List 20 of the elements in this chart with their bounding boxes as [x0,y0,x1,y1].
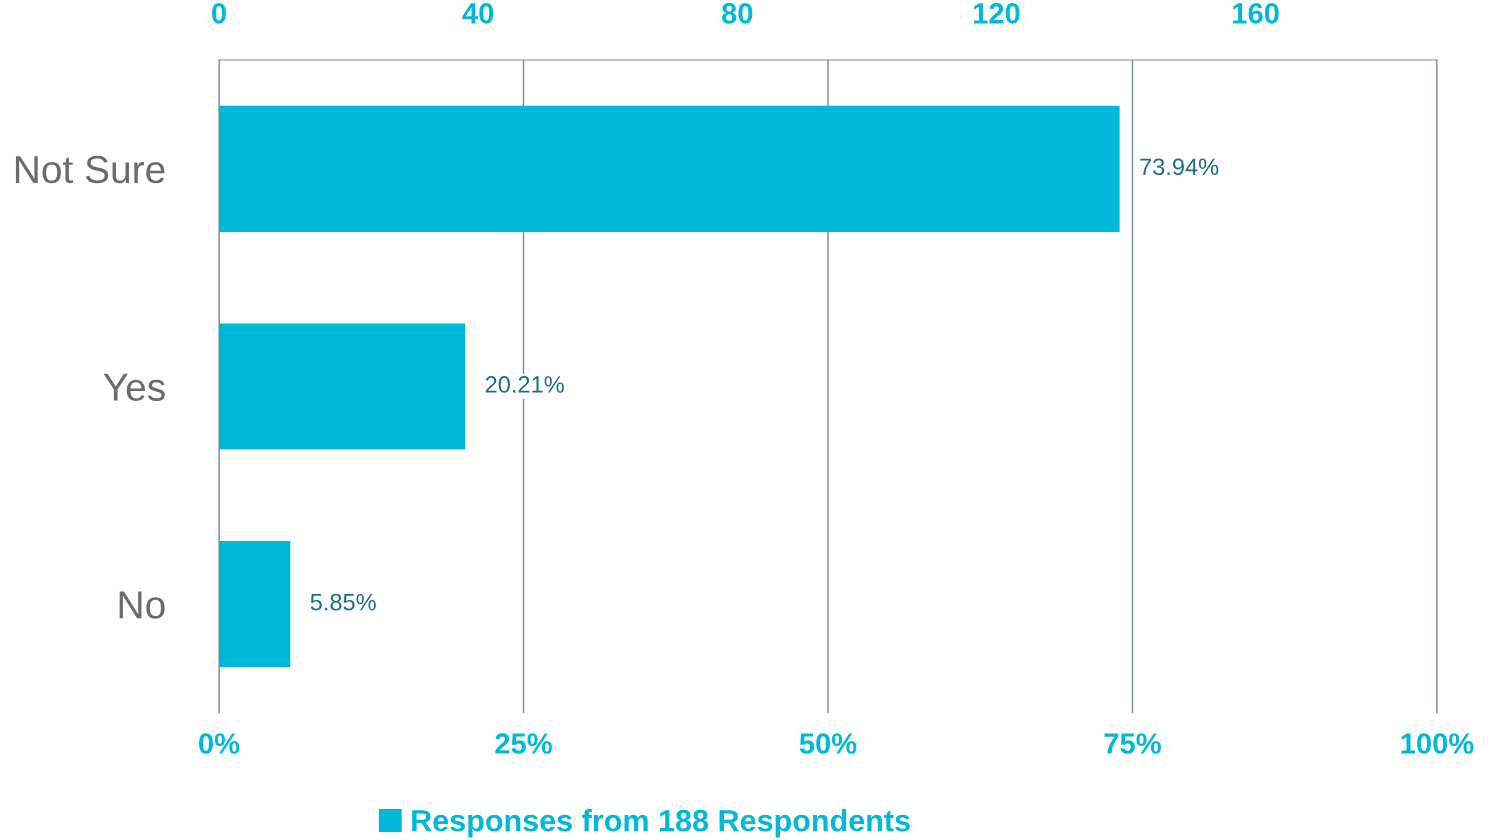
x2-tick-label: 80 [722,3,753,24]
x-tick-label: 50% [799,733,857,754]
x-tick-label: 0% [199,733,240,754]
bar [219,105,1120,232]
x2-tick-label: 40 [462,3,494,24]
x-tick-label: 25% [495,733,552,754]
y-tick-label: Yes [103,373,165,401]
legend-label: Responses from 188 Respondents [412,809,910,838]
data-label: 20.21% [485,376,564,393]
bar [219,541,291,668]
y-tick-label: Not Sure [15,155,165,184]
bar [219,323,466,450]
x2-tick-label: 120 [973,3,1020,24]
x2-tick-label: 0 [212,3,226,24]
x-tick-label: 75% [1104,733,1161,754]
data-label: 73.94% [1140,158,1219,176]
x2-tick-label: 160 [1233,3,1279,24]
x-tick-label: 100% [1401,733,1474,754]
data-label: 5.85% [310,593,376,611]
y-tick-label: No [119,591,165,619]
